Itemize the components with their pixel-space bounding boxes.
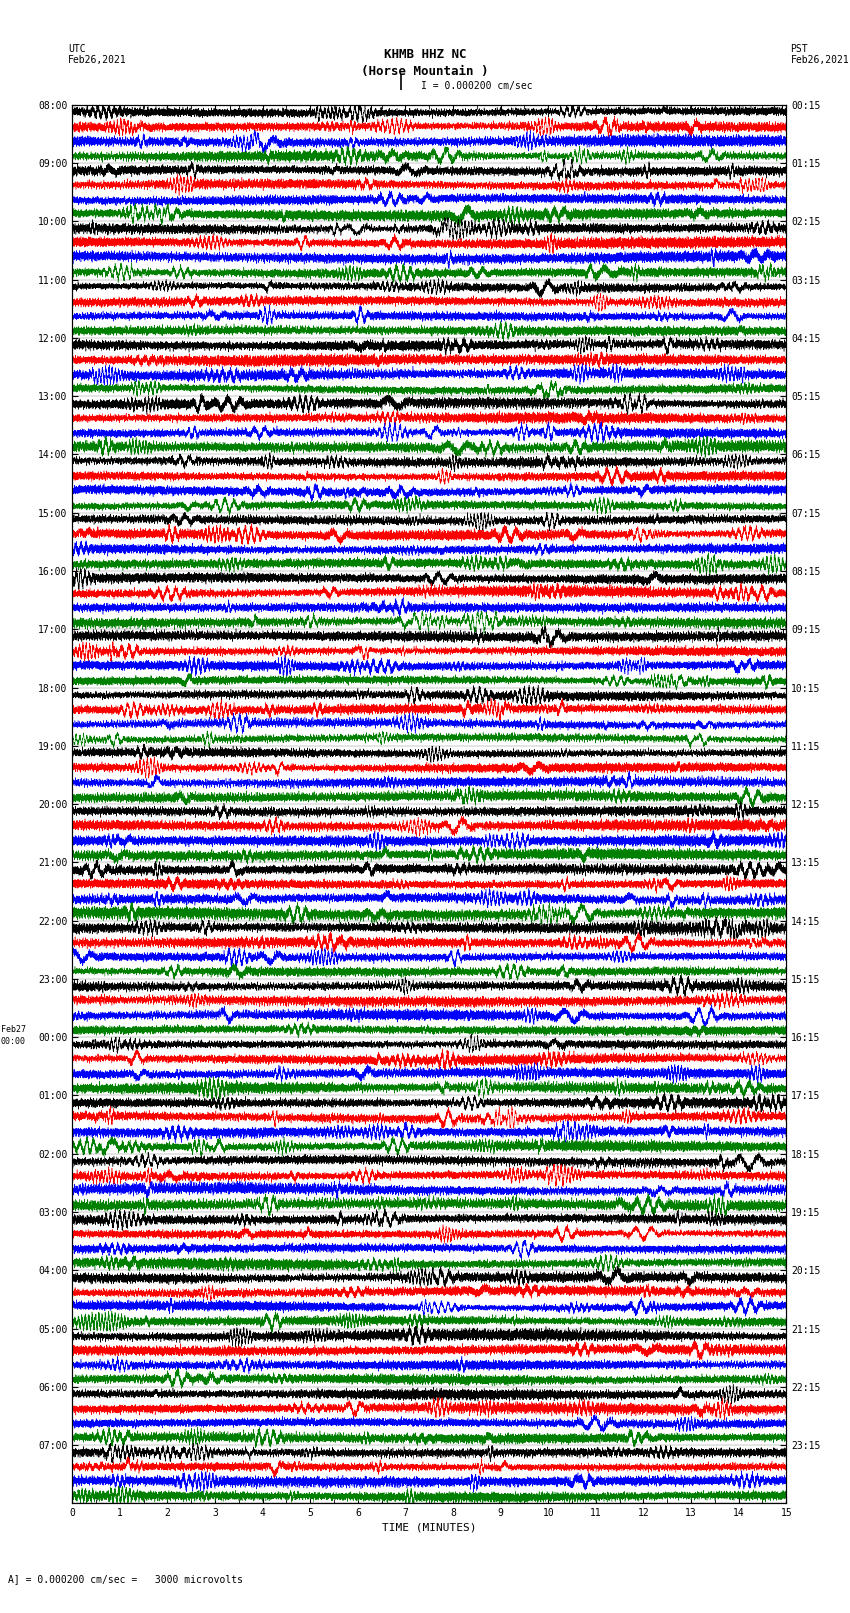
Text: Feb26,2021: Feb26,2021 [790, 55, 849, 65]
Text: Feb26,2021: Feb26,2021 [68, 55, 127, 65]
Text: KHMB HHZ NC: KHMB HHZ NC [383, 48, 467, 61]
Text: A] = 0.000200 cm/sec =   3000 microvolts: A] = 0.000200 cm/sec = 3000 microvolts [8, 1574, 243, 1584]
Text: UTC: UTC [68, 44, 86, 53]
X-axis label: TIME (MINUTES): TIME (MINUTES) [382, 1523, 477, 1532]
Text: PST: PST [790, 44, 808, 53]
Text: I = 0.000200 cm/sec: I = 0.000200 cm/sec [421, 81, 532, 90]
Text: Feb27: Feb27 [1, 1024, 26, 1034]
Text: 00:00: 00:00 [1, 1037, 26, 1047]
Text: (Horse Mountain ): (Horse Mountain ) [361, 65, 489, 77]
